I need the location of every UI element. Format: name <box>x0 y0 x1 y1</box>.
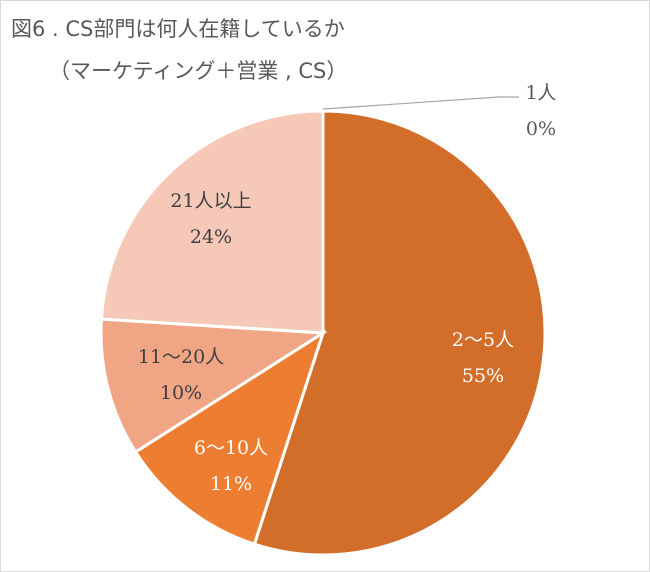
slice-label-0: 1人 <box>525 82 556 104</box>
slice-label-1: 2～5人 <box>452 329 514 351</box>
chart-subtitle: （マーケティング＋営業 , CS） <box>49 59 348 83</box>
chart-title: 図6 . CS部門は何人在籍しているか <box>11 17 345 41</box>
slice-label-2: 6～10人 <box>194 437 268 459</box>
slice-percent-1: 55% <box>462 365 504 387</box>
slice-percent-2: 11% <box>210 473 252 495</box>
pie-slice-3 <box>99 317 328 455</box>
pie-slice-1 <box>252 109 547 557</box>
pie-slice-4 <box>99 109 325 335</box>
slice-percent-0: 0% <box>526 118 556 140</box>
slice-percent-4: 24% <box>190 226 232 248</box>
pie-slice-2 <box>133 329 326 547</box>
slice-label-4: 21人以上 <box>170 190 251 212</box>
slice-label-3: 11～20人 <box>138 346 224 368</box>
slice-percent-3: 10% <box>160 382 202 404</box>
leader-line-0 <box>322 96 519 110</box>
